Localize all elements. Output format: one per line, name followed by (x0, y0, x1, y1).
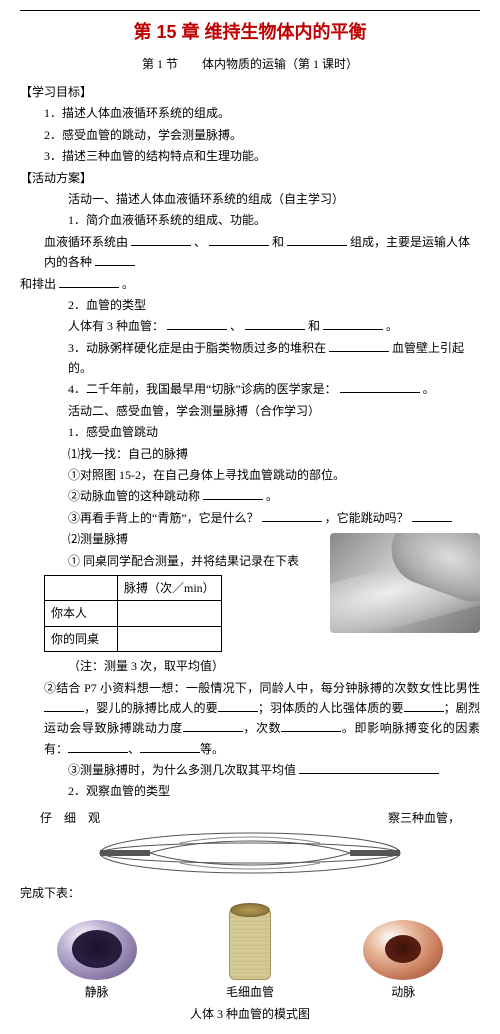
fill-blank[interactable] (218, 699, 258, 712)
three-vessels-figure: 静脉 毛细血管 动脉 (20, 908, 480, 1002)
activity2-item3: 2．观察血管的类型 (20, 781, 480, 801)
vein-figure: 静脉 (52, 920, 142, 1002)
activity2-p2: ②结合 P7 小资料想一想：一般情况下，同龄人中，每分钟脉搏的次数女性比男性 ，婴… (20, 678, 480, 760)
fill-blank[interactable] (209, 233, 269, 246)
text: 4．二千年前，我国最早用“切脉”诊病的医学家是： (68, 382, 337, 396)
capillary-network-icon (90, 829, 410, 877)
activity2-item1a: ⑴找一找：自己的脉搏 (20, 444, 480, 464)
fill-blank[interactable] (281, 719, 341, 732)
text: ③测量脉搏时，为什么多测几次取其平均值 (68, 763, 296, 777)
table-row: 你本人 (45, 601, 222, 626)
text: 、 (230, 319, 242, 333)
pulse-table: 脉搏（次／min） 你本人 你的同桌 (44, 575, 222, 652)
table-cell[interactable] (118, 601, 222, 626)
activity2-item1d: ③再看手背上的“青筋”，它是什么？ ，它能跳动吗？ (20, 508, 480, 528)
fill-blank[interactable] (131, 233, 191, 246)
activity1-title: 活动一、描述人体血液循环系统的组成（自主学习） (20, 189, 480, 209)
fill-blank[interactable] (44, 699, 84, 712)
text: 察三种血管， (388, 808, 460, 828)
fill-blank[interactable] (329, 339, 389, 352)
text: ，次数 (243, 721, 281, 735)
activity1-item2: 2．血管的类型 (20, 295, 480, 315)
fill-blank[interactable] (412, 509, 452, 522)
artery-figure: 动脉 (358, 920, 448, 1002)
fill-blank[interactable] (287, 233, 347, 246)
artery-label: 动脉 (358, 982, 448, 1002)
plan-heading: 【活动方案】 (20, 168, 480, 188)
text: ，婴儿的脉搏比成人的要 (84, 701, 218, 715)
activity2-item3b: 完成下表： (20, 883, 480, 903)
activity2-title: 活动二、感受血管，学会测量脉搏（合作学习） (20, 401, 480, 421)
activity1-fill1b: 和排出 。 (20, 274, 480, 294)
table-cell: 你的同桌 (45, 626, 118, 651)
text: ③再看手背上的“青筋”，它是什么？ (68, 511, 259, 525)
text: ②动脉血管的这种跳动称 (68, 489, 200, 503)
long-vessel-figure: 仔细观 察三种血管， (40, 808, 460, 877)
text: 和排出 (20, 277, 56, 291)
activity1-fill1: 血液循环系统由 、 和 组成，主要是运输人体内的各种 (20, 232, 480, 273)
activity2-item1: 1．感受血管跳动 (20, 422, 480, 442)
table-cell: 你本人 (45, 601, 118, 626)
objectives-heading: 【学习目标】 (20, 82, 480, 102)
activity2-item1c: ②动脉血管的这种跳动称 。 (20, 486, 480, 506)
fill-blank[interactable] (140, 740, 200, 753)
text: 、 (128, 742, 140, 756)
activity2-p3: ③测量脉搏时，为什么多测几次取其平均值 (20, 760, 480, 780)
table-cell (45, 575, 118, 600)
figure-caption: 人体 3 种血管的模式图 (20, 1004, 480, 1024)
text: 和 (308, 319, 320, 333)
text: 等。 (200, 742, 224, 756)
table-note: （注：测量 3 次，取平均值） (20, 656, 480, 676)
fill-blank[interactable] (95, 253, 135, 266)
objective-item: 3．描述三种血管的结构特点和生理功能。 (20, 146, 480, 166)
table-row: 你的同桌 (45, 626, 222, 651)
objective-item: 1．描述人体血液循环系统的组成。 (20, 103, 480, 123)
text: 。 (423, 382, 435, 396)
text: 。 (122, 277, 134, 291)
objective-item: 2．感受血管的跳动，学会测量脉搏。 (20, 125, 480, 145)
fill-blank[interactable] (167, 317, 227, 330)
fill-blank[interactable] (183, 719, 243, 732)
text: ；羽体质的人比强体质的要 (258, 701, 404, 715)
activity1-item3: 3．动脉粥样硬化症是由于脂类物质过多的堆积在 血管壁上引起的。 (20, 338, 480, 379)
capillary-figure: 毛细血管 (205, 908, 295, 1002)
activity1-item4: 4．二千年前，我国最早用“切脉”诊病的医学家是： 。 (20, 379, 480, 399)
text: 和 (272, 235, 284, 249)
table-cell: 脉搏（次／min） (118, 575, 222, 600)
fill-blank[interactable] (59, 275, 119, 288)
text: 。 (266, 489, 278, 503)
text: 血液循环系统由 (44, 235, 128, 249)
activity1-fill2: 人体有 3 种血管： 、 和 。 (20, 316, 480, 336)
text: ②结合 P7 小资料想一想：一般情况下，同龄人中，每分钟脉搏的次数女性比男性 (44, 681, 480, 695)
fill-blank[interactable] (323, 317, 383, 330)
text: 3．动脉粥样硬化症是由于脂类物质过多的堆积在 (68, 341, 326, 355)
fill-blank[interactable] (404, 699, 444, 712)
vein-label: 静脉 (52, 982, 142, 1002)
wrist-pulse-figure (330, 533, 480, 633)
fill-blank[interactable] (245, 317, 305, 330)
text: 、 (194, 235, 206, 249)
section-title: 第 1 节 体内物质的运输（第 1 课时） (20, 54, 480, 74)
fill-blank[interactable] (203, 487, 263, 500)
text: ，它能跳动吗？ (325, 511, 409, 525)
chapter-title: 第 15 章 维持生物体内的平衡 (20, 17, 480, 48)
activity2-item3a: 仔细观 察三种血管， (40, 808, 460, 828)
fill-blank[interactable] (262, 509, 322, 522)
table-cell[interactable] (118, 626, 222, 651)
capillary-label: 毛细血管 (205, 982, 295, 1002)
activity2-item1b: ①对照图 15-2，在自己身体上寻找血管跳动的部位。 (20, 465, 480, 485)
fill-blank[interactable] (68, 740, 128, 753)
text: 。 (386, 319, 398, 333)
table-row: 脉搏（次／min） (45, 575, 222, 600)
fill-blank[interactable] (299, 761, 439, 774)
fill-blank[interactable] (340, 380, 420, 393)
text: 仔细观 (40, 808, 100, 828)
activity1-item1: 1．简介血液循环系统的组成、功能。 (20, 210, 480, 230)
text: 人体有 3 种血管： (68, 319, 164, 333)
